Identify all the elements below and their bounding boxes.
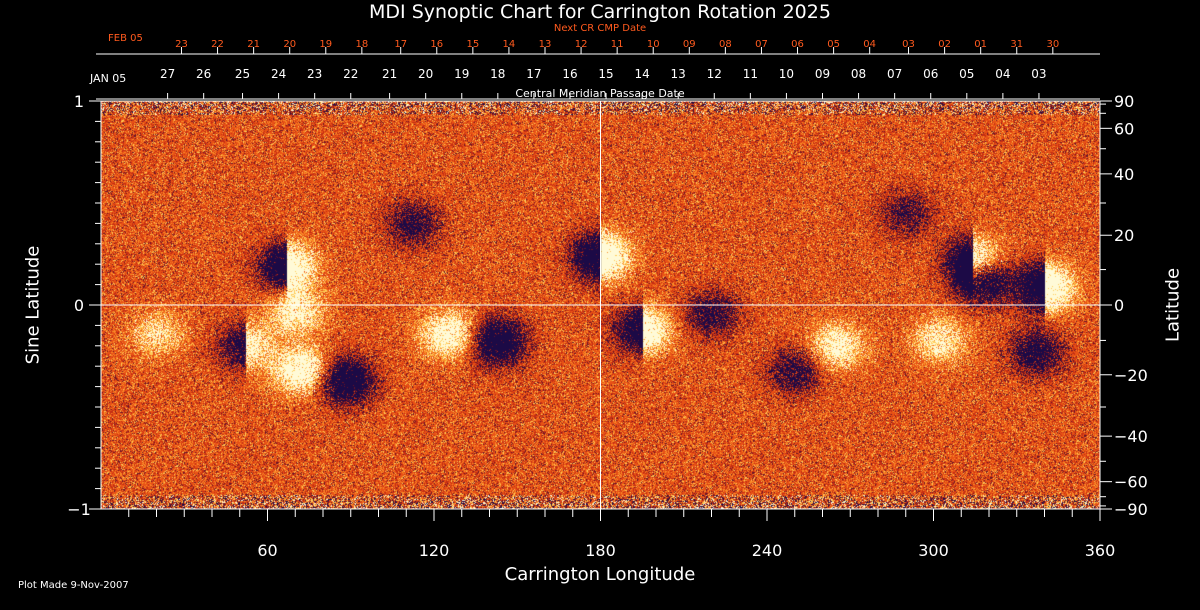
x-tick-label: 240 — [752, 541, 783, 560]
next-cr-date-label: 18 — [355, 39, 368, 50]
next-cr-date-label: 15 — [466, 39, 479, 50]
cmp-start-label: JAN 05 — [89, 72, 126, 85]
next-cr-date-label: 09 — [683, 39, 696, 50]
next-cr-date-label: 22 — [211, 39, 224, 50]
y-right-tick-label: 40 — [1114, 165, 1134, 184]
next-cr-date-label: 02 — [938, 39, 951, 50]
cmp-date-label: 13 — [671, 67, 686, 81]
x-axis-label: Carrington Longitude — [504, 564, 696, 585]
next-cr-date-label: 30 — [1046, 39, 1059, 50]
y-right-tick-label: 0 — [1114, 296, 1124, 315]
next-cr-date-label: 13 — [539, 39, 552, 50]
next-cr-start-label: FEB 05 — [108, 33, 143, 44]
next-cr-date-label: 20 — [283, 39, 296, 50]
next-cr-date-label: 17 — [394, 39, 407, 50]
next-cr-date-label: 11 — [611, 39, 624, 50]
cmp-date-label: 20 — [418, 67, 433, 81]
cmp-date-label: 16 — [562, 67, 577, 81]
y-right-tick-label: −60 — [1114, 473, 1148, 492]
y-axis-label-left: Sine Latitude — [22, 245, 44, 365]
x-tick-label: 120 — [419, 541, 450, 560]
next-cr-date-label: 23 — [175, 39, 188, 50]
next-cr-date-label: 07 — [755, 39, 768, 50]
cmp-date-label: 12 — [707, 67, 722, 81]
cmp-date-label: 24 — [271, 67, 286, 81]
next-cr-date-label: 01 — [974, 39, 987, 50]
cmp-date-label: 21 — [382, 67, 397, 81]
x-tick-label: 300 — [918, 541, 949, 560]
next-cr-date-label: 19 — [319, 39, 332, 50]
cmp-date-label: 06 — [923, 67, 938, 81]
y-right-tick-label: −90 — [1114, 500, 1148, 519]
next-cr-caption: Next CR CMP Date — [553, 23, 647, 34]
x-tick-label: 180 — [585, 541, 616, 560]
cmp-date-label: 25 — [235, 67, 250, 81]
next-cr-date-label: 08 — [719, 39, 732, 50]
cmp-date-label: 09 — [815, 67, 830, 81]
next-cr-date-label: 04 — [863, 39, 876, 50]
next-cr-date-label: 03 — [902, 39, 915, 50]
cmp-date-label: 03 — [1031, 67, 1046, 81]
cmp-date-label: 10 — [779, 67, 794, 81]
cmp-date-label: 27 — [160, 67, 175, 81]
y-left-tick-label: −1 — [67, 500, 91, 519]
cmp-date-label: 07 — [887, 67, 902, 81]
y-right-tick-label: 20 — [1114, 226, 1134, 245]
chart-title: MDI Synoptic Chart for Carrington Rotati… — [369, 1, 831, 23]
cmp-date-label: 08 — [851, 67, 866, 81]
cmp-date-label: 19 — [454, 67, 469, 81]
cmp-date-label: 22 — [343, 67, 358, 81]
cmp-date-label: 05 — [959, 67, 974, 81]
y-right-tick-label: −40 — [1114, 427, 1148, 446]
cmp-date-label: 18 — [490, 67, 505, 81]
y-axis-label-right: Latitude — [1162, 267, 1184, 343]
cmp-date-label: 14 — [634, 67, 649, 81]
next-cr-date-label: 21 — [247, 39, 260, 50]
y-left-tick-label: 1 — [74, 92, 84, 111]
next-cr-date-label: 12 — [575, 39, 588, 50]
cmp-date-label: 15 — [598, 67, 613, 81]
next-cr-date-label: 10 — [647, 39, 660, 50]
cmp-date-label: 11 — [743, 67, 758, 81]
x-tick-label: 60 — [257, 541, 277, 560]
next-cr-date-label: 05 — [827, 39, 840, 50]
cmp-date-label: 26 — [196, 67, 211, 81]
y-left-tick-label: 0 — [74, 296, 84, 315]
y-right-tick-label: −20 — [1114, 366, 1148, 385]
next-cr-date-label: 14 — [503, 39, 516, 50]
y-right-tick-label: 60 — [1114, 119, 1134, 138]
cmp-date-label: 17 — [526, 67, 541, 81]
x-tick-label: 360 — [1085, 541, 1116, 560]
next-cr-date-label: 31 — [1010, 39, 1023, 50]
cmp-date-label: 04 — [995, 67, 1010, 81]
cmp-date-label: 23 — [307, 67, 322, 81]
plot-made-note: Plot Made 9-Nov-2007 — [18, 580, 129, 591]
y-right-tick-label: 90 — [1114, 92, 1134, 111]
next-cr-date-label: 16 — [430, 39, 443, 50]
next-cr-date-label: 06 — [791, 39, 804, 50]
